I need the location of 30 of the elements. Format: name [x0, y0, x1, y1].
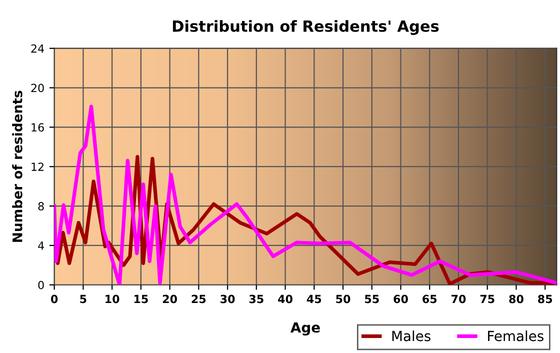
x-tick-label: 55	[365, 294, 379, 304]
x-tick-label: 10	[106, 294, 120, 304]
y-tick-label: 24	[31, 44, 44, 53]
x-tick-label: 25	[192, 294, 206, 304]
y-tick-label: 12	[32, 162, 44, 171]
x-tick-label: 80	[509, 294, 524, 304]
x-tick-label: 75	[480, 294, 494, 304]
x-tick-label: 30	[220, 294, 235, 304]
x-tick-label: 15	[134, 294, 148, 304]
y-tick-label: 4	[38, 242, 44, 250]
x-tick-label: 65	[422, 294, 437, 304]
x-tick-label: 40	[278, 294, 292, 304]
x-tick-label: 20	[162, 294, 177, 304]
x-tick-label: 0	[50, 294, 58, 304]
x-tick-label: 5	[80, 294, 86, 304]
chart-title: Distribution of Residents' Ages	[172, 20, 439, 35]
x-tick-label: 35	[249, 294, 264, 304]
x-tick-label: 60	[394, 294, 408, 304]
y-tick-label: 20	[31, 84, 44, 92]
legend-label: Males	[392, 330, 430, 342]
x-tick-label: 85	[538, 294, 552, 304]
legend-label: Females	[488, 330, 544, 342]
y-axis-title: Number of residents	[12, 90, 22, 242]
y-tick-label: 0	[38, 280, 44, 290]
y-tick-label: 16	[32, 123, 44, 132]
x-tick-label: 70	[452, 294, 466, 304]
x-tick-label: 45	[306, 294, 322, 304]
x-axis-title: Age	[290, 322, 320, 336]
x-tick-label: 50	[336, 294, 350, 304]
y-tick-label: 8	[38, 202, 44, 210]
